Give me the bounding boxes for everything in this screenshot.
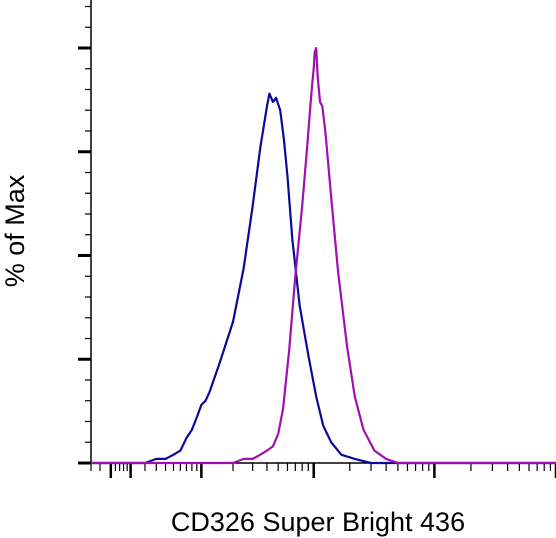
series-line-1 xyxy=(91,92,556,465)
series-layer xyxy=(91,46,556,465)
series-line-2 xyxy=(91,46,556,465)
y-axis-ticks xyxy=(78,5,91,465)
x-axis-label: CD326 Super Bright 436 xyxy=(171,507,465,537)
plot-frame xyxy=(90,0,556,464)
x-axis-ticks xyxy=(90,463,556,478)
y-axis-label: % of Max xyxy=(0,174,30,287)
